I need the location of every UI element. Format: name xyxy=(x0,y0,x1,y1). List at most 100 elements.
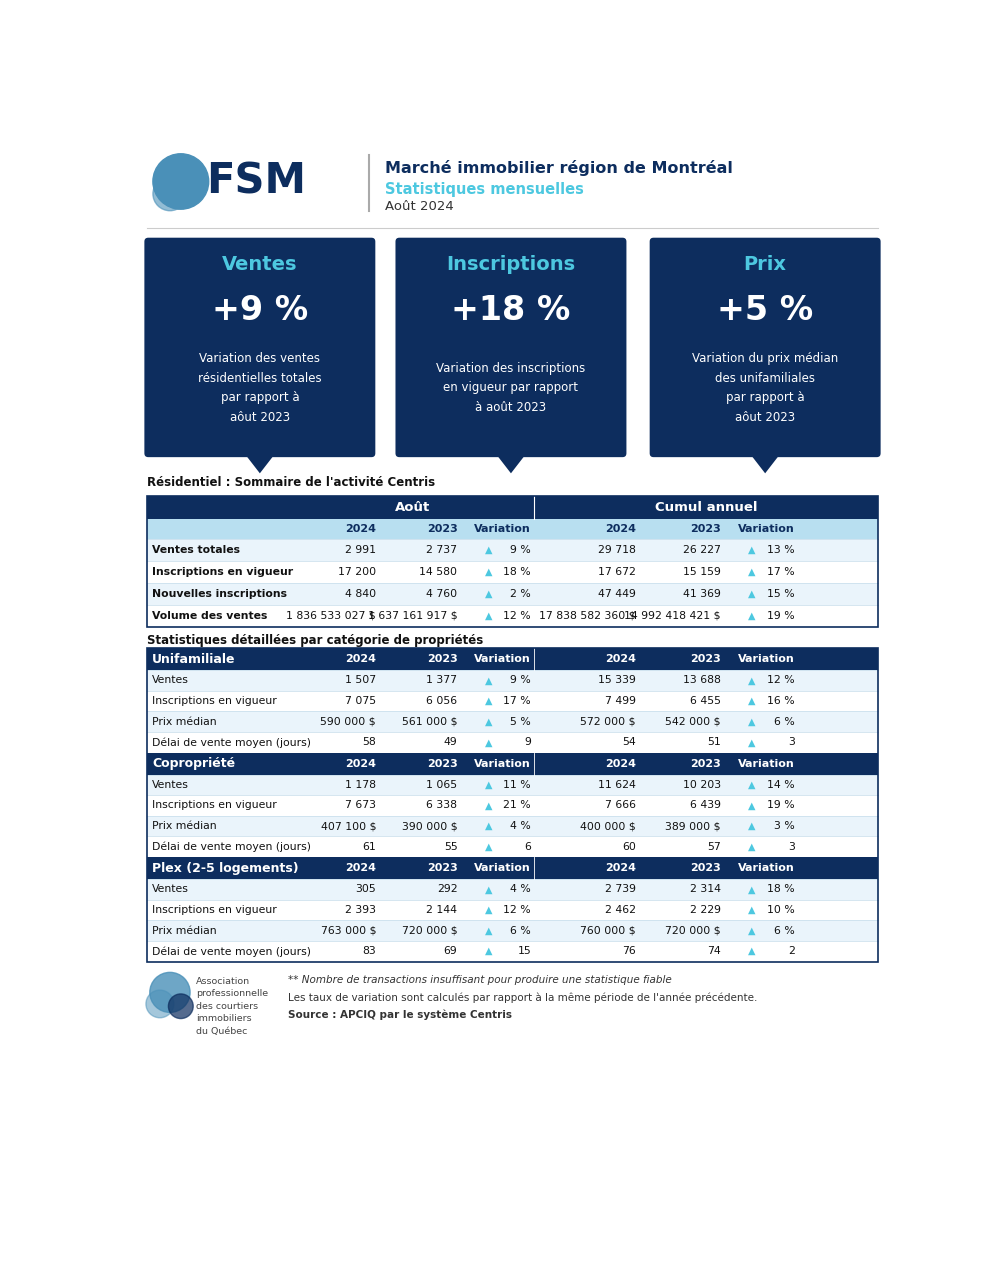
Text: Les taux de variation sont calculés par rapport à la même période de l'année pré: Les taux de variation sont calculés par … xyxy=(288,992,757,1003)
Text: ▲: ▲ xyxy=(748,589,756,599)
Circle shape xyxy=(146,991,174,1017)
FancyBboxPatch shape xyxy=(147,796,878,816)
Text: 58: 58 xyxy=(362,737,376,747)
Text: 4 %: 4 % xyxy=(510,821,531,831)
Text: ▲: ▲ xyxy=(748,717,756,727)
Text: Copropriété: Copropriété xyxy=(152,757,235,770)
Text: 17 200: 17 200 xyxy=(338,566,376,576)
Text: ▲: ▲ xyxy=(748,842,756,852)
Text: 10 203: 10 203 xyxy=(683,780,721,789)
Text: Inscriptions en vigueur: Inscriptions en vigueur xyxy=(152,905,277,915)
Text: 2 462: 2 462 xyxy=(605,905,636,915)
Text: 6 %: 6 % xyxy=(774,926,795,936)
Text: Variation: Variation xyxy=(738,759,795,769)
Text: 590 000 $: 590 000 $ xyxy=(320,717,376,727)
Text: 17 %: 17 % xyxy=(767,566,795,576)
Text: 1 507: 1 507 xyxy=(345,676,376,686)
Text: 2024: 2024 xyxy=(345,654,376,664)
Text: Volume des ventes: Volume des ventes xyxy=(152,611,268,621)
Text: 720 000 $: 720 000 $ xyxy=(665,926,721,936)
Text: 2023: 2023 xyxy=(427,524,457,534)
Text: 2023: 2023 xyxy=(690,863,721,873)
Text: 15: 15 xyxy=(517,946,531,956)
Text: ▲: ▲ xyxy=(748,905,756,915)
FancyBboxPatch shape xyxy=(144,237,375,458)
FancyBboxPatch shape xyxy=(147,519,878,539)
Text: 13 %: 13 % xyxy=(767,544,795,555)
Text: ▲: ▲ xyxy=(485,676,492,686)
Text: 7 075: 7 075 xyxy=(345,696,376,706)
Text: 26 227: 26 227 xyxy=(683,544,721,555)
Text: 16 %: 16 % xyxy=(767,696,795,706)
Text: 3 %: 3 % xyxy=(774,821,795,831)
Text: ▲: ▲ xyxy=(485,905,492,915)
Text: 1 065: 1 065 xyxy=(426,780,457,789)
Text: Variation: Variation xyxy=(474,524,531,534)
Text: Inscriptions en vigueur: Inscriptions en vigueur xyxy=(152,801,277,811)
Text: ** Nombre de transactions insuffisant pour produire une statistique fiable: ** Nombre de transactions insuffisant po… xyxy=(288,974,672,984)
Text: 76: 76 xyxy=(622,946,636,956)
Text: 6 %: 6 % xyxy=(774,717,795,727)
FancyBboxPatch shape xyxy=(147,496,878,519)
FancyBboxPatch shape xyxy=(147,583,878,604)
Text: ▲: ▲ xyxy=(485,821,492,831)
Text: Août: Août xyxy=(395,501,430,514)
Text: 7 666: 7 666 xyxy=(605,801,636,811)
Text: 6 439: 6 439 xyxy=(690,801,721,811)
Polygon shape xyxy=(750,454,781,473)
Text: ▲: ▲ xyxy=(485,544,492,555)
Text: 760 000 $: 760 000 $ xyxy=(580,926,636,936)
Text: 1 836 533 027 $: 1 836 533 027 $ xyxy=(286,611,376,621)
Text: 1 178: 1 178 xyxy=(345,780,376,789)
Text: Plex (2-5 logements): Plex (2-5 logements) xyxy=(152,862,299,875)
Text: 14 %: 14 % xyxy=(767,780,795,789)
Polygon shape xyxy=(244,454,275,473)
Text: Association
professionnelle
des courtiers
immobiliers
du Québec: Association professionnelle des courtier… xyxy=(196,977,268,1037)
Text: +9 %: +9 % xyxy=(212,295,308,328)
Text: 542 000 $: 542 000 $ xyxy=(665,717,721,727)
Text: ▲: ▲ xyxy=(748,801,756,811)
Text: 13 688: 13 688 xyxy=(683,676,721,686)
Text: 69: 69 xyxy=(444,946,457,956)
Text: 2024: 2024 xyxy=(605,654,636,664)
Text: 2 229: 2 229 xyxy=(690,905,721,915)
Text: 2024: 2024 xyxy=(605,863,636,873)
Text: Variation: Variation xyxy=(738,524,795,534)
Text: Ventes totales: Ventes totales xyxy=(152,544,240,555)
Text: ▲: ▲ xyxy=(485,696,492,706)
Text: ▲: ▲ xyxy=(748,780,756,789)
Text: 21 %: 21 % xyxy=(503,801,531,811)
Text: 2024: 2024 xyxy=(345,863,376,873)
Text: 2023: 2023 xyxy=(690,524,721,534)
Text: ▲: ▲ xyxy=(748,676,756,686)
Text: 2023: 2023 xyxy=(690,654,721,664)
Text: +5 %: +5 % xyxy=(717,295,813,328)
Text: 2 314: 2 314 xyxy=(690,885,721,894)
Text: Cumul annuel: Cumul annuel xyxy=(655,501,758,514)
Text: 12 %: 12 % xyxy=(503,905,531,915)
Text: ▲: ▲ xyxy=(748,544,756,555)
Text: ▲: ▲ xyxy=(748,926,756,936)
Text: 2023: 2023 xyxy=(427,863,457,873)
FancyBboxPatch shape xyxy=(147,671,878,691)
Text: 2 739: 2 739 xyxy=(605,885,636,894)
Text: 1 637 161 917 $: 1 637 161 917 $ xyxy=(368,611,457,621)
Circle shape xyxy=(150,973,190,1012)
Text: 17 %: 17 % xyxy=(503,696,531,706)
FancyBboxPatch shape xyxy=(147,691,878,711)
Polygon shape xyxy=(495,454,526,473)
Text: 390 000 $: 390 000 $ xyxy=(402,821,457,831)
Circle shape xyxy=(153,154,209,209)
Text: ▲: ▲ xyxy=(485,589,492,599)
Text: ▲: ▲ xyxy=(748,821,756,831)
Text: ▲: ▲ xyxy=(748,737,756,747)
Text: Prix médian: Prix médian xyxy=(152,926,217,936)
Text: 720 000 $: 720 000 $ xyxy=(402,926,457,936)
Text: Ventes: Ventes xyxy=(152,780,189,789)
FancyBboxPatch shape xyxy=(147,816,878,836)
Text: Variation: Variation xyxy=(474,863,531,873)
Text: 763 000 $: 763 000 $ xyxy=(321,926,376,936)
Text: Août 2024: Août 2024 xyxy=(385,200,453,213)
Text: ▲: ▲ xyxy=(485,717,492,727)
Text: FSM: FSM xyxy=(206,161,306,203)
